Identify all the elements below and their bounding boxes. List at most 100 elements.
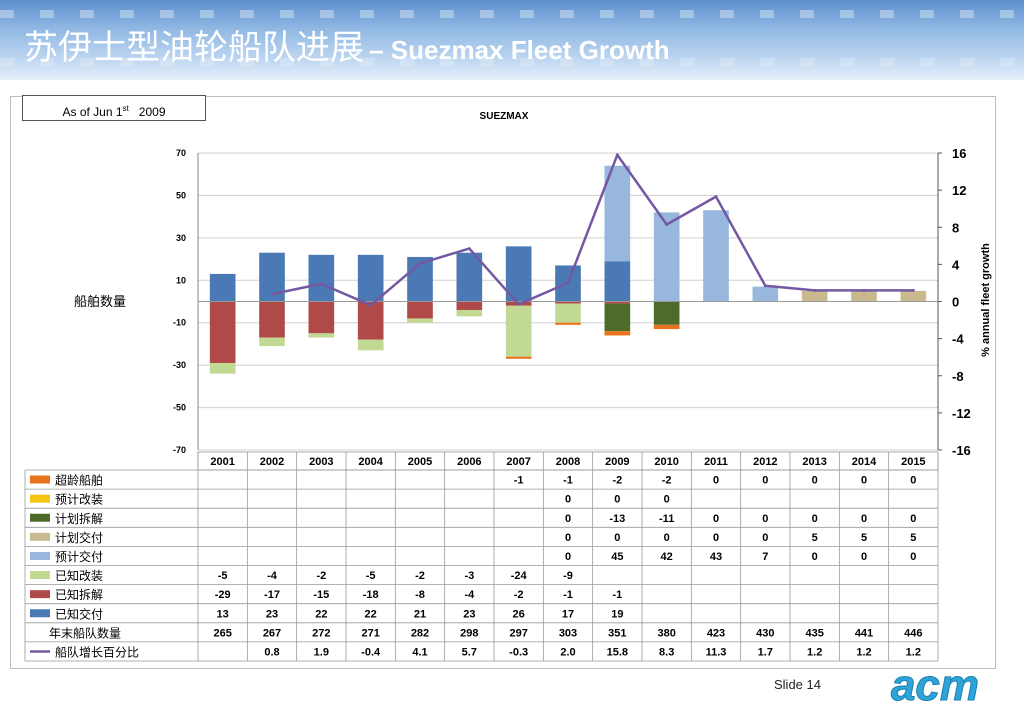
table-cell-scrap-known: -1: [563, 589, 573, 601]
table-cell-overage: 0: [713, 475, 719, 487]
bar-conversion-known: [555, 303, 581, 323]
legend-key-conversion-planned: [30, 494, 50, 503]
bar-delivery-planned: [900, 290, 927, 302]
legend-key-delivery-known: [30, 609, 50, 618]
table-cell-growth: 1.2: [856, 646, 871, 658]
table-cell-overage: -2: [662, 475, 672, 487]
y2-tick-label: -12: [952, 406, 971, 421]
category-label: 2002: [260, 456, 284, 468]
bar-scrap-known: [555, 301, 581, 304]
table-cell-fleet-size: 430: [756, 627, 774, 639]
table-cell-fleet-size: 297: [509, 627, 527, 639]
table-cell-delivery-known: 19: [611, 608, 623, 620]
bar-scrap-planned: [653, 301, 680, 325]
category-label: 2004: [358, 456, 383, 468]
bar-scrap-known: [357, 301, 384, 340]
table-cell-fleet-size: 298: [460, 627, 478, 639]
table-cell-delivery-planned: 0: [565, 532, 571, 544]
table-cell-scrap-planned: 0: [565, 513, 571, 525]
table-cell-growth: 1.7: [758, 646, 773, 658]
table-cell-conversion-known: -2: [316, 570, 326, 582]
legend-label-fleet-size: 年末船队数量: [49, 625, 121, 640]
category-label: 2007: [506, 456, 530, 468]
table-cell-delivery-planned: 0: [762, 532, 768, 544]
bar-conversion-known: [308, 333, 335, 338]
table-cell-overage: 0: [812, 475, 818, 487]
table-cell-conversion-known: -4: [267, 570, 278, 582]
growth-point: [270, 292, 274, 296]
table-cell-conversion-known: -24: [511, 570, 528, 582]
chart-frame: [10, 96, 996, 669]
bar-delivery-known: [505, 246, 532, 302]
table-cell-delivery-projected: 7: [762, 551, 768, 563]
y-tick-label: 30: [176, 233, 186, 243]
bar-delivery-projected: [752, 286, 779, 302]
table-cell-growth: 1.9: [314, 646, 329, 658]
table-cell-overage: -1: [563, 475, 573, 487]
bar-overage: [604, 331, 631, 336]
table-cell-fleet-size: 380: [657, 627, 675, 639]
table-cell-delivery-planned: 0: [713, 532, 719, 544]
growth-point: [714, 195, 718, 199]
legend-label-delivery-projected: 预计交付: [55, 549, 103, 564]
category-label: 2001: [210, 456, 234, 468]
y-tick-label: -70: [173, 445, 186, 455]
legend-key-scrap-planned: [30, 513, 50, 522]
legend-label-conversion-known: 已知改装: [55, 569, 103, 583]
table-cell-fleet-size: 267: [263, 627, 281, 639]
table-cell-scrap-known: -1: [612, 589, 622, 601]
growth-point: [566, 281, 570, 285]
bar-overage: [653, 324, 680, 330]
table-cell-fleet-size: 271: [361, 627, 379, 639]
table-cell-conversion-planned: 0: [614, 494, 620, 506]
table-cell-delivery-known: 21: [414, 608, 426, 620]
table-cell-overage: -1: [514, 475, 524, 487]
table-cell-delivery-planned: 0: [664, 532, 670, 544]
bar-conversion-known: [357, 339, 384, 351]
y2-tick-label: -16: [952, 443, 971, 458]
table-cell-growth: 5.7: [462, 646, 477, 658]
table-cell-conversion-known: -9: [563, 570, 573, 582]
table-cell-overage: -2: [612, 475, 622, 487]
table-cell-conversion-planned: 0: [664, 494, 670, 506]
bar-overage: [555, 322, 581, 325]
legend-label-growth: 船队增长百分比: [55, 644, 139, 659]
legend-key-delivery-planned: [30, 532, 50, 541]
category-label: 2011: [704, 456, 728, 468]
bar-delivery-known: [604, 261, 631, 302]
table-cell-growth: 1.2: [807, 646, 822, 658]
growth-point: [813, 288, 817, 292]
slide-number: Slide 14: [774, 677, 821, 692]
bar-conversion-known: [505, 305, 532, 357]
table-cell-fleet-size: 435: [805, 627, 823, 639]
table-cell-scrap-planned: 0: [861, 513, 867, 525]
table-cell-conversion-known: -5: [218, 570, 228, 582]
table-cell-scrap-known: -4: [464, 589, 475, 601]
table-cell-growth: 8.3: [659, 646, 674, 658]
growth-point: [467, 247, 471, 251]
legend-label-delivery-known: 已知交付: [55, 606, 103, 621]
bar-delivery-known: [456, 252, 483, 302]
category-label: 2010: [654, 456, 678, 468]
table-cell-delivery-known: 13: [217, 608, 229, 620]
bar-scrap-known: [209, 301, 236, 364]
y2-tick-label: 0: [952, 295, 959, 310]
acm-logo: acm: [866, 661, 1004, 711]
y2-tick-label: 16: [952, 146, 966, 161]
y-tick-label: 70: [176, 148, 186, 158]
category-label: 2013: [802, 456, 826, 468]
legend-key-delivery-projected: [30, 551, 50, 560]
table-cell-delivery-projected: 0: [910, 551, 916, 563]
table-cell-growth: 2.0: [560, 646, 575, 658]
bar-scrap-known: [407, 301, 433, 319]
table-cell-scrap-planned: -11: [659, 513, 674, 525]
table-cell-growth: -0.4: [361, 646, 381, 658]
table-cell-growth: 11.3: [706, 646, 727, 658]
bar-delivery-planned: [801, 290, 828, 302]
table-cell-growth: 1.2: [906, 646, 921, 658]
category-label: 2009: [605, 456, 629, 468]
table-cell-scrap-known: -17: [264, 589, 280, 601]
table-cell-delivery-projected: 45: [611, 551, 623, 563]
table-cell-scrap-known: -2: [514, 589, 524, 601]
y2-tick-label: -4: [952, 332, 964, 347]
